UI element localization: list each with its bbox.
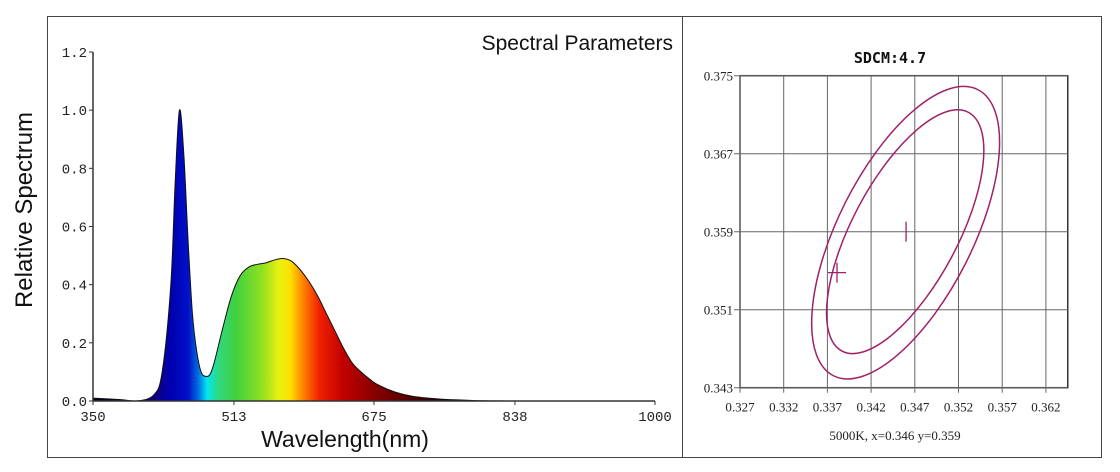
x-tick-label: 838 [502,410,527,426]
y-tick-label: 0.4 [62,279,87,295]
sdcm-ellipse [825,109,985,355]
sdcm-title: SDCM:4.7 [854,49,926,67]
spectrum-area [93,109,655,402]
y-tick-label: 0.0 [62,395,87,411]
x-tick-label: 0.332 [769,400,798,415]
sdcm-xlabel: 5000K, x=0.346 y=0.359 [829,428,960,443]
y-tick-label: 0.359 [704,225,733,240]
x-tick-label: 513 [221,410,246,426]
y-tick-label: 0.6 [62,221,87,237]
x-tick-label: 350 [80,410,105,426]
spectrum-ylabel: Relative Spectrum [11,112,38,308]
y-tick-label: 0.2 [62,337,87,353]
spectrum-xlabel: Wavelength(nm) [261,426,429,452]
x-tick-label: 675 [361,410,386,426]
x-tick-label: 1000 [638,410,672,426]
y-tick-label: 0.343 [704,381,733,396]
x-tick-label: 0.342 [856,400,885,415]
x-tick-label: 0.337 [813,400,843,415]
y-tick-label: 0.8 [62,162,87,178]
y-tick-label: 1.2 [62,46,87,62]
spectrum-panel [47,16,682,458]
spectrum-title: Spectral Parameters [482,32,673,55]
sdcm-panel [682,16,1102,458]
x-tick-label: 0.357 [988,400,1018,415]
x-tick-label: 0.362 [1031,400,1060,415]
spectrum-line [92,109,655,402]
x-tick-label: 0.327 [725,400,755,415]
x-tick-label: 0.347 [900,400,930,415]
x-tick-label: 0.352 [944,400,973,415]
sdcm-ellipse [810,85,1001,380]
y-tick-label: 0.375 [704,69,733,84]
y-tick-label: 1.0 [62,104,87,120]
y-tick-label: 0.367 [704,147,734,162]
y-tick-label: 0.351 [704,303,733,318]
